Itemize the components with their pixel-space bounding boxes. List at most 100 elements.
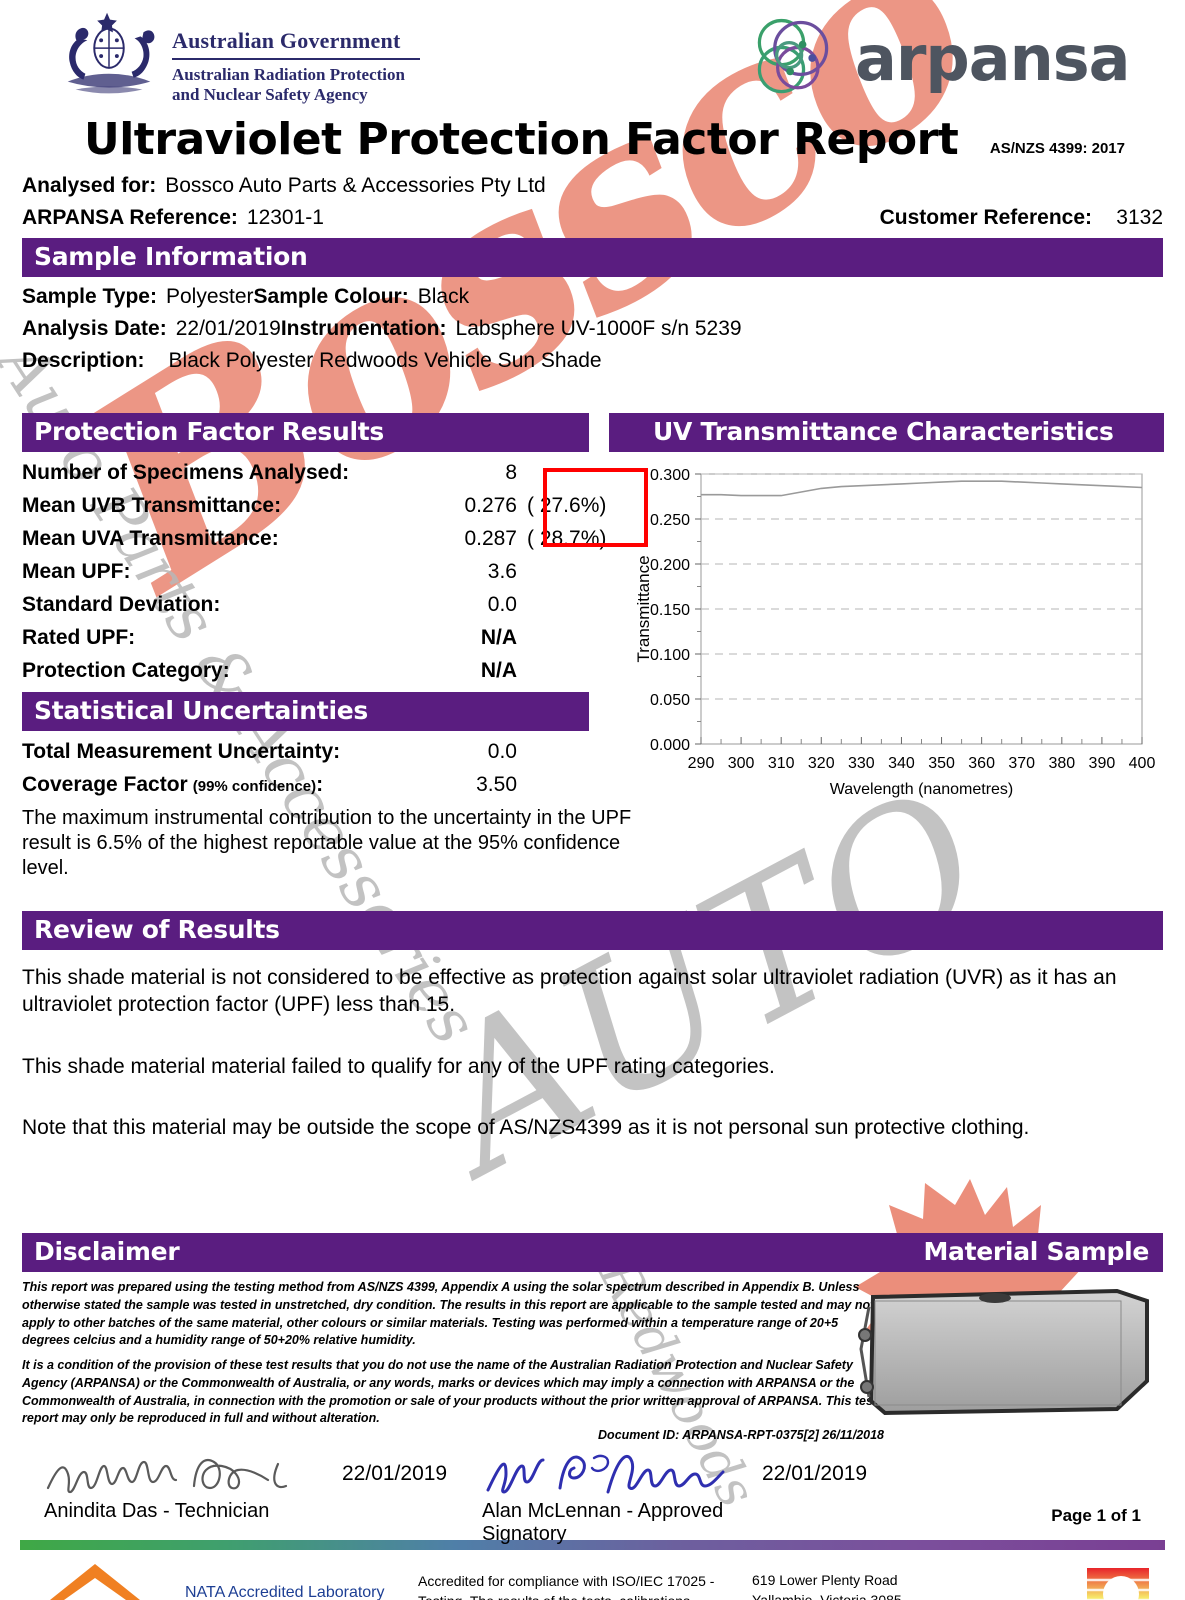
accreditation-statement: Accredited for compliance with ISO/IEC 1… xyxy=(418,1573,715,1600)
arpansa-reference-label: ARPANSA Reference: xyxy=(22,206,238,229)
result-value: 3.6 xyxy=(487,560,517,583)
analysis-date-label: Analysis Date: xyxy=(22,317,167,340)
result-value: 0.276 xyxy=(464,494,517,517)
x-axis-label: Wavelength (nanometres) xyxy=(830,781,1014,798)
transmittance-series-line xyxy=(701,480,1143,497)
result-label: Mean UVB Transmittance: xyxy=(22,494,282,517)
gov-line-2a: Australian Radiation Protection xyxy=(172,65,405,84)
sample-type-row: Sample Type: Polyester Sample Colour: Bl… xyxy=(22,285,1163,309)
y-tick-label: 0.100 xyxy=(650,647,690,664)
footer-gradient-divider xyxy=(20,1540,1165,1551)
total-uncertainty-value: 0.0 xyxy=(487,740,517,763)
x-tick-label: 340 xyxy=(888,755,915,772)
results-and-chart: Protection Factor Results Number of Spec… xyxy=(22,407,1164,881)
total-uncertainty-row: Total Measurement Uncertainty: 0.0 xyxy=(22,740,619,764)
x-tick-label: 330 xyxy=(848,755,875,772)
reference-row: ARPANSA Reference: 12301-1 Customer Refe… xyxy=(22,206,1163,230)
y-tick-label: 0.300 xyxy=(650,467,690,484)
disclaimer-body-2: It is a condition of the provision of th… xyxy=(22,1358,878,1426)
y-tick-label: 0.000 xyxy=(650,737,690,754)
nata-accreditation-text: NATA Accredited Laboratory Number: 14442 xyxy=(185,1584,385,1600)
x-tick-label: 320 xyxy=(808,755,835,772)
analysed-for-row: Analysed for: Bossco Auto Parts & Access… xyxy=(22,174,1163,198)
address-line-1: 619 Lower Plenty Road xyxy=(752,1572,898,1589)
coverage-factor-value: 3.50 xyxy=(476,773,517,796)
result-row: Number of Specimens Analysed: 8 xyxy=(22,461,619,485)
result-row: Mean UPF: 3.6 xyxy=(22,560,619,584)
gov-divider xyxy=(172,58,420,60)
customer-reference-label: Customer Reference: xyxy=(879,206,1092,229)
instrumentation-label: Instrumentation: xyxy=(280,317,447,340)
result-row: Mean UVA Transmittance: 0.287( 28.7%) xyxy=(22,527,619,551)
chart-column: Over 70% of UV-Rays Blocked UV Transmitt… xyxy=(609,407,1164,881)
report-footer: NATA WORLD RECOGNISED ACCREDITATION NATA… xyxy=(0,1550,1185,1600)
y-tick-label: 0.250 xyxy=(650,512,690,529)
coverage-factor-row: Coverage Factor (99% confidence) : 3.50 xyxy=(22,773,517,796)
coverage-factor-sub: (99% confidence) xyxy=(192,778,317,795)
title-row: Ultraviolet Protection Factor Report AS/… xyxy=(0,114,1185,166)
x-tick-label: 400 xyxy=(1129,755,1156,772)
x-tick-label: 380 xyxy=(1048,755,1075,772)
sample-colour-label: Sample Colour: xyxy=(253,285,409,308)
review-paragraph-1: This shade material is not considered to… xyxy=(22,966,1117,1017)
arpansa-reference-value: 12301-1 xyxy=(246,206,324,229)
page-title: Ultraviolet Protection Factor Report xyxy=(84,114,959,165)
gov-line-2b: and Nuclear Safety Agency xyxy=(172,84,368,104)
address-line-2: Yallambie, Victoria 3085 xyxy=(752,1590,988,1600)
technician-signature-icon xyxy=(46,1459,288,1494)
result-label: Mean UPF: xyxy=(22,560,131,583)
x-tick-label: 300 xyxy=(728,755,755,772)
description-value: Black Polyester Redwoods Vehicle Sun Sha… xyxy=(168,349,602,372)
statistical-uncertainties-heading: Statistical Uncertainties xyxy=(22,692,589,731)
nata-lab-label: NATA Accredited Laboratory xyxy=(185,1584,385,1600)
nata-logo-icon: NATA WORLD RECOGNISED ACCREDITATION xyxy=(50,1564,140,1600)
report-header: Australian Government Australian Radiati… xyxy=(0,0,1185,118)
x-tick-label: 370 xyxy=(1008,755,1035,772)
material-sample-heading: Material Sample xyxy=(923,1237,1149,1267)
technician-signature-block: 22/01/2019 Anindita Das - Technician xyxy=(42,1444,447,1522)
result-label: Standard Deviation: xyxy=(22,593,221,616)
standard-reference: AS/NZS 4399: 2017 xyxy=(989,140,1125,157)
disclaimer-heading: Disclaimer xyxy=(34,1237,180,1267)
uncertainty-note: The maximum instrumental contribution to… xyxy=(22,807,632,879)
uv-transmittance-heading: UV Transmittance Characteristics xyxy=(609,413,1164,452)
result-row: Rated UPF: N/A xyxy=(22,626,619,650)
x-tick-label: 350 xyxy=(928,755,955,772)
instrumentation-value: Labsphere UV-1000F s/n 5239 xyxy=(455,317,742,340)
coverage-factor-label: Coverage Factor xyxy=(22,773,188,796)
result-label: Protection Category: xyxy=(22,659,230,682)
result-value: 0.0 xyxy=(487,593,517,616)
signature-row: 22/01/2019 Anindita Das - Technician 22/… xyxy=(22,1448,1163,1545)
result-value: 8 xyxy=(505,461,517,484)
sample-type-label: Sample Type: xyxy=(22,285,157,308)
material-sample-photo xyxy=(858,1289,1149,1416)
disclaimer-body-1: This report was prepared using the testi… xyxy=(22,1280,875,1348)
analysis-date-row: Analysis Date: 22/01/2019 Instrumentatio… xyxy=(22,317,1163,341)
result-row: Standard Deviation: 0.0 xyxy=(22,593,619,617)
y-axis-label: Transmittance xyxy=(634,555,653,662)
y-tick-label: 0.200 xyxy=(650,557,690,574)
document-id: Document ID: ARPANSA-RPT-0375[2] 26/11/2… xyxy=(598,1428,884,1443)
customer-reference-value: 3132 xyxy=(1116,206,1163,229)
x-tick-label: 390 xyxy=(1089,755,1116,772)
arpansa-swirl-icon xyxy=(757,18,829,94)
x-tick-label: 360 xyxy=(968,755,995,772)
gov-line-1: Australian Government xyxy=(172,28,401,53)
arpansa-logo: arpansa xyxy=(745,10,1131,106)
disclaimer-section: Disclaimer Material Sample This report w… xyxy=(22,1233,1163,1442)
x-tick-label: 290 xyxy=(688,755,715,772)
review-paragraph-2: This shade material material failed to q… xyxy=(22,1054,775,1078)
protection-factor-results-heading: Protection Factor Results xyxy=(22,413,589,452)
protection-factor-results-list: Number of Specimens Analysed: 8 Mean UVB T… xyxy=(22,461,619,683)
signatory-signature-icon xyxy=(486,1454,725,1494)
government-wordmark: Australian Government Australian Radiati… xyxy=(172,28,420,104)
review-of-results-heading: Review of Results xyxy=(22,911,1163,950)
signatory-signature-block: 22/01/2019 Alan McLennan - Approved Sign… xyxy=(482,1444,867,1545)
transmittance-highlight-box xyxy=(543,468,648,547)
analysed-for-label: Analysed for: xyxy=(22,174,157,197)
results-column: Protection Factor Results Number of Spec… xyxy=(22,407,648,881)
result-label: Rated UPF: xyxy=(22,626,136,649)
uv-transmittance-chart: 0.000 0.050 0.100 0.150 0.200 0.250 0.300 290 30… xyxy=(619,456,1164,801)
upf-certification-logo-icon: UPF xyxy=(1061,1568,1149,1600)
sample-information-heading: Sample Information xyxy=(22,238,1163,277)
